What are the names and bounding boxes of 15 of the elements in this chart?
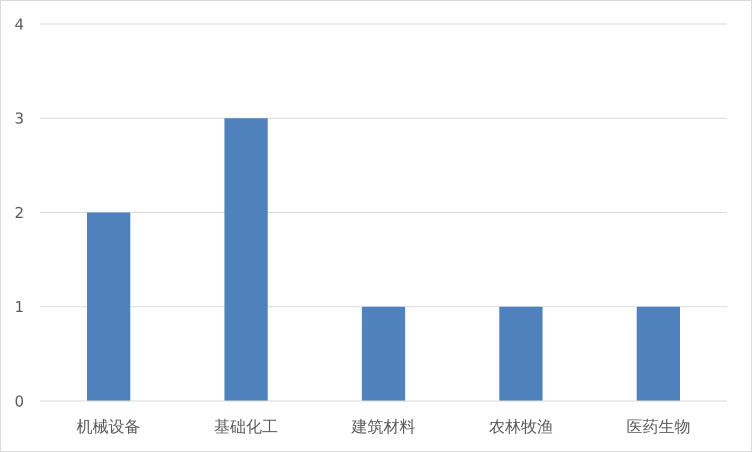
bar	[636, 306, 680, 401]
y-tick-label: 1	[14, 298, 24, 316]
bar	[362, 306, 406, 401]
x-tick-label: 基础化工	[214, 417, 278, 436]
bar	[499, 306, 543, 401]
y-tick-label: 3	[14, 110, 24, 128]
x-tick-label: 农林牧渔	[488, 417, 553, 436]
x-tick-label: 建筑材料	[350, 417, 416, 436]
y-tick-label: 0	[14, 392, 24, 410]
bar	[224, 118, 268, 401]
bar	[87, 212, 130, 401]
y-tick-label: 2	[14, 204, 24, 222]
y-tick-label: 4	[14, 15, 24, 34]
x-tick-label: 医药生物	[626, 417, 690, 436]
x-tick-label: 机械设备	[76, 417, 141, 436]
